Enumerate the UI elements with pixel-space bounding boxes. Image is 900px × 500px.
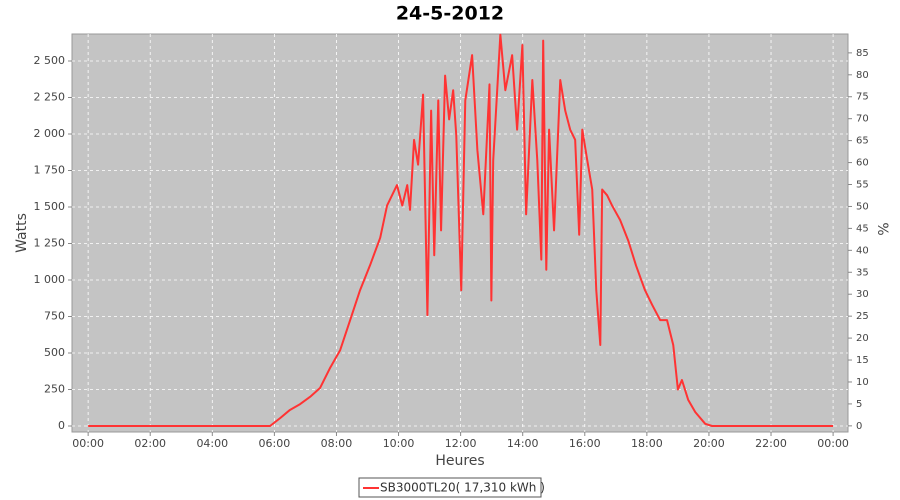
- y2-tick-label: 45: [856, 223, 869, 234]
- y-tick-label: 2 500: [34, 54, 66, 67]
- x-tick-label: 18:00: [631, 437, 663, 450]
- x-tick-label: 00:00: [72, 437, 104, 450]
- x-tick-label: 10:00: [383, 437, 415, 450]
- y-tick-label: 1 750: [34, 164, 66, 177]
- y2-tick-label: 30: [856, 289, 869, 300]
- y2-tick-label: 70: [856, 114, 869, 125]
- y2-tick-label: 5: [856, 399, 862, 410]
- chart-title: 24-5-2012: [396, 3, 504, 25]
- y2-tick-label: 35: [856, 267, 869, 278]
- y2-tick-label: 20: [856, 333, 869, 344]
- legend: [358, 477, 542, 498]
- y-tick-label: 500: [44, 346, 65, 359]
- y2-tick-label: 40: [856, 245, 869, 256]
- x-tick-label: 14:00: [507, 437, 539, 450]
- y-tick-label: 1 000: [34, 273, 66, 286]
- x-tick-label: 22:00: [755, 437, 787, 450]
- y2-tick-label: 75: [856, 92, 869, 103]
- y-tick-label: 2 000: [34, 127, 66, 140]
- y-axis-label: Watts: [14, 213, 30, 253]
- x-tick-label: 02:00: [134, 437, 166, 450]
- x-tick-label: 12:00: [445, 437, 477, 450]
- y2-tick-label: 15: [856, 355, 869, 366]
- y-tick-label: 0: [58, 419, 65, 432]
- y2-tick-label: 10: [856, 377, 869, 388]
- y-tick-label: 2 250: [34, 91, 66, 104]
- x-tick-label: 20:00: [693, 437, 725, 450]
- y2-axis-label: %: [874, 222, 890, 235]
- y2-tick-label: 80: [856, 70, 869, 81]
- x-tick-label: 04:00: [196, 437, 228, 450]
- series-line: [88, 33, 834, 428]
- y-tick-label: 750: [44, 310, 65, 323]
- y2-tick-label: 55: [856, 180, 869, 191]
- x-tick-label: 08:00: [321, 437, 353, 450]
- x-axis-label: Heures: [435, 453, 484, 469]
- y2-tick-label: 50: [856, 201, 869, 212]
- y2-tick-label: 85: [856, 48, 869, 59]
- y-tick-label: 1 500: [34, 200, 66, 213]
- legend-label: SB3000TL20( 17,310 kWh ): [380, 481, 545, 495]
- y2-tick-label: 25: [856, 311, 869, 322]
- x-tick-label: 16:00: [569, 437, 601, 450]
- x-tick-label: 06:00: [259, 437, 291, 450]
- y2-tick-label: 0: [856, 421, 862, 432]
- y2-tick-label: 60: [856, 158, 869, 169]
- y-tick-label: 1 250: [34, 237, 66, 250]
- y-tick-label: 250: [44, 383, 65, 396]
- x-tick-label: 00:00: [817, 437, 849, 450]
- y2-tick-label: 65: [856, 136, 869, 147]
